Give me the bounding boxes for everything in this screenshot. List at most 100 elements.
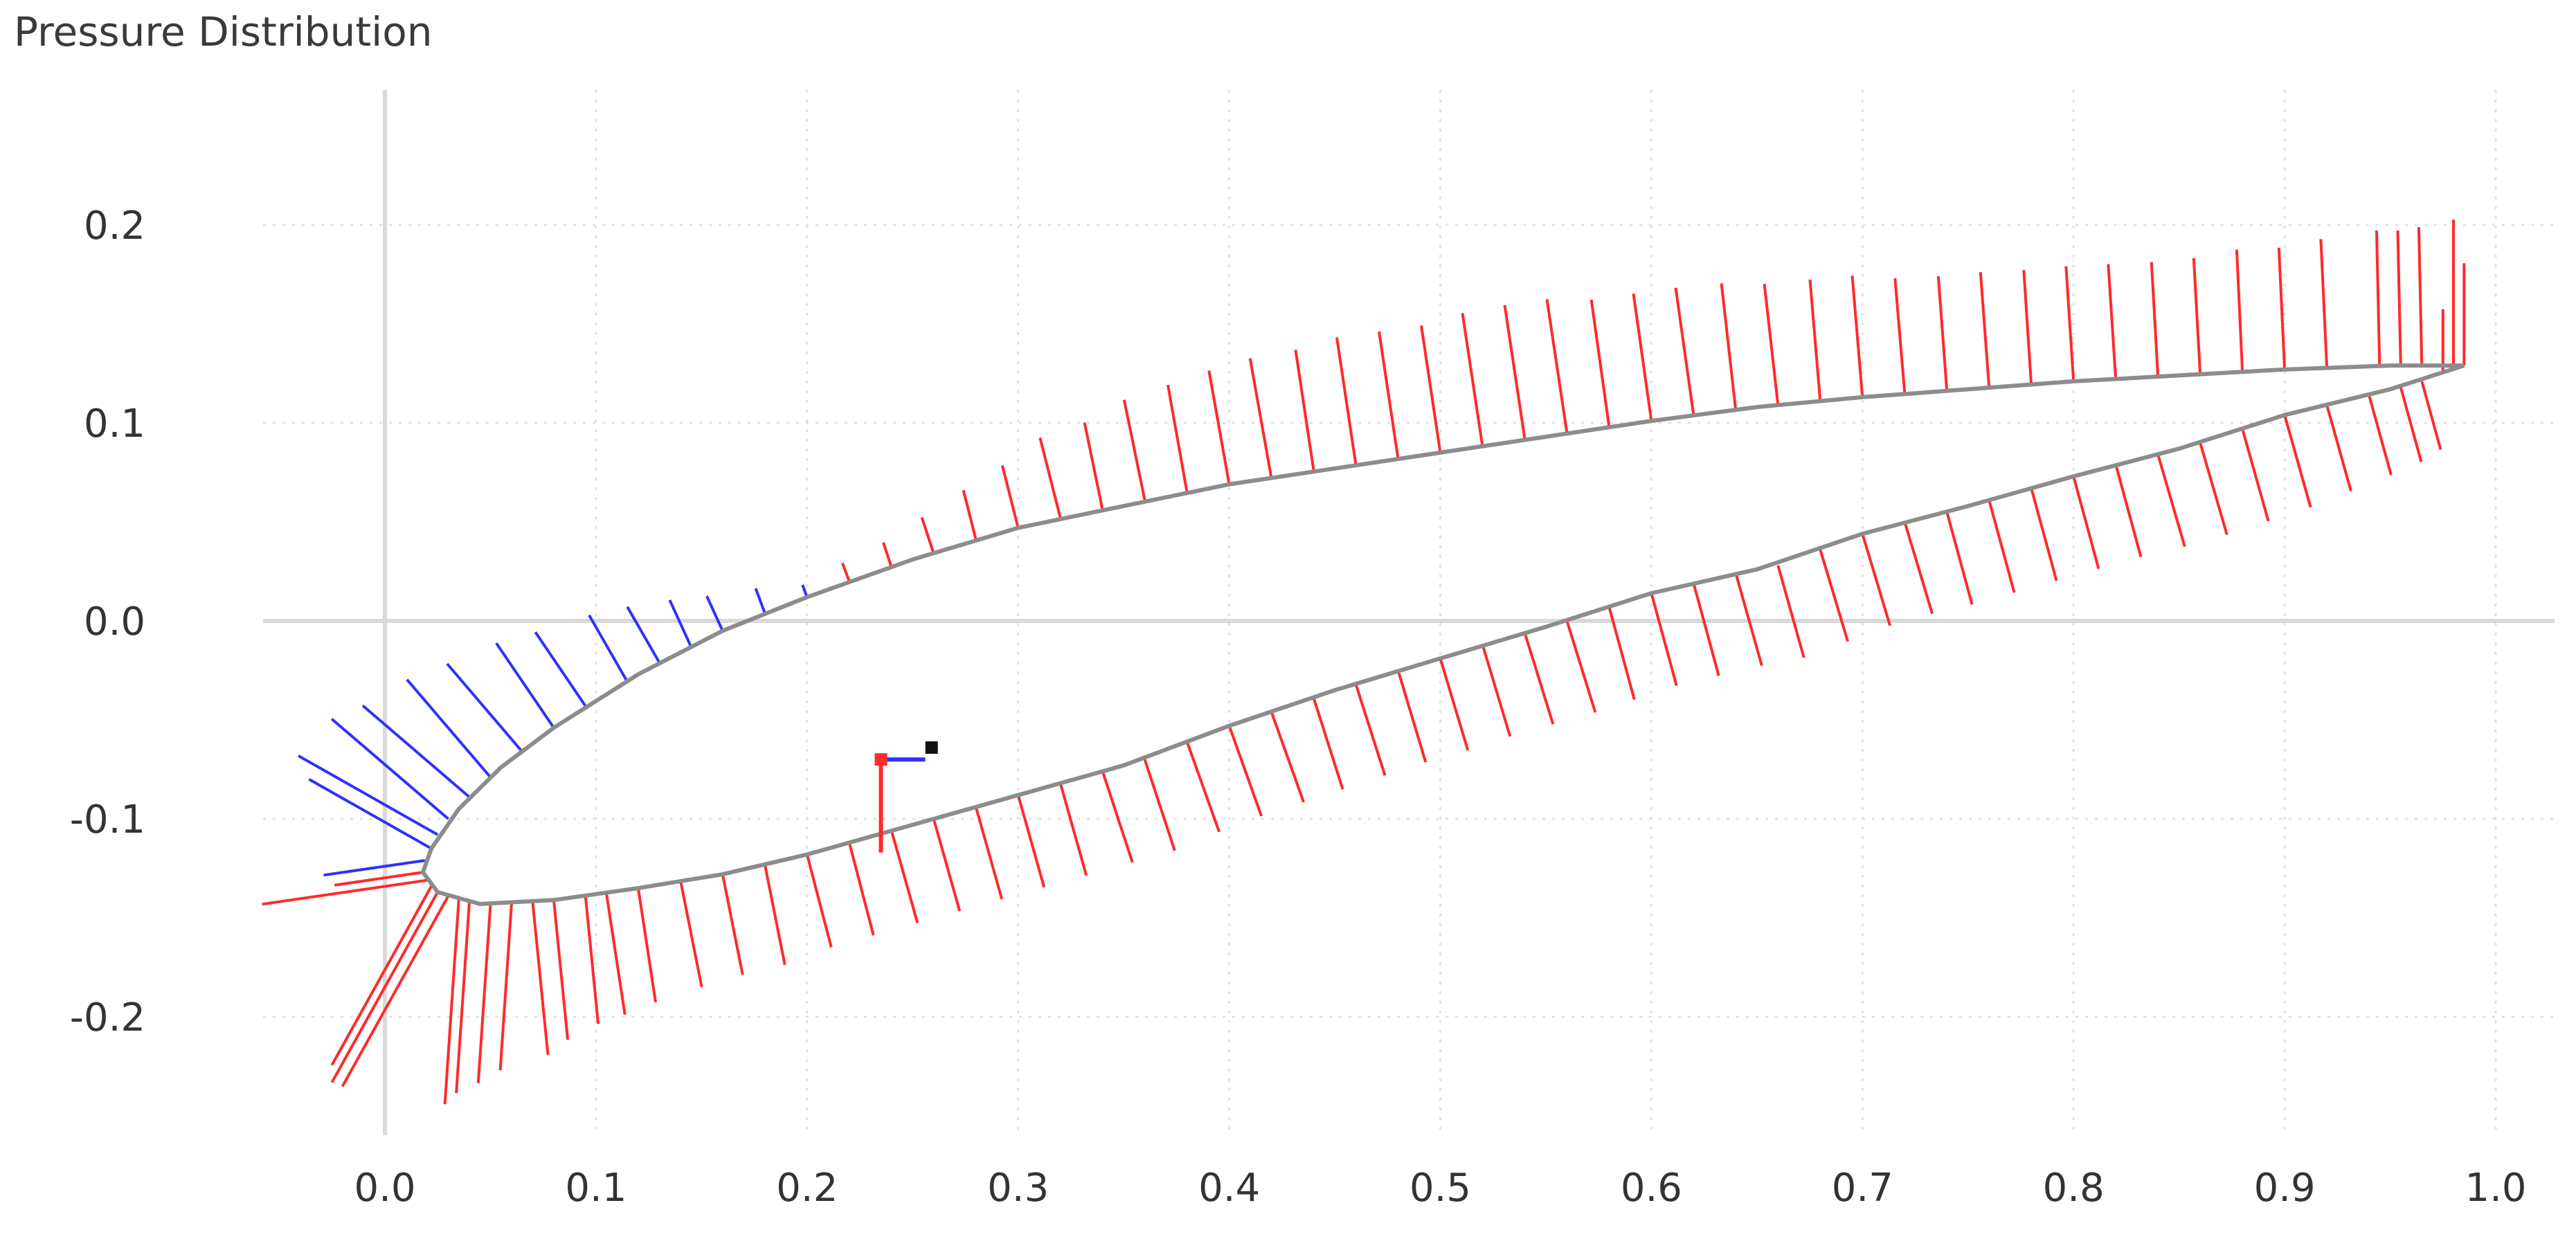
pressure-vector	[754, 588, 766, 614]
pressure-vector	[1861, 533, 1892, 626]
pressure-vector-layer	[262, 219, 2466, 1105]
airfoil-outline	[420, 363, 2465, 906]
pressure-vector	[1396, 669, 1427, 763]
axis-layer	[263, 90, 2555, 1135]
pressure-vector	[1734, 572, 1763, 667]
pressure-vector	[2375, 230, 2381, 366]
pressure-vector	[1607, 606, 1636, 700]
x-tick-label: 0.4	[1198, 1166, 1260, 1211]
pressure-vector	[1589, 299, 1611, 427]
y-tick-label: 0.0	[84, 599, 145, 644]
pressure-vector	[2199, 442, 2228, 536]
pressure-vector	[330, 885, 433, 1066]
pressure-vector	[847, 842, 875, 936]
pressure-vector	[1420, 325, 1442, 453]
pressure-vector	[668, 599, 692, 648]
y-tick-label: 0.1	[84, 401, 145, 446]
pressure-vector	[1000, 465, 1020, 529]
pressure-vector	[1503, 305, 1526, 440]
pressure-vector	[1439, 658, 1470, 751]
pressure-vector	[626, 606, 661, 664]
pressure-vector	[1979, 272, 1991, 388]
pressure-vector	[678, 880, 703, 988]
pressure-vector	[2325, 404, 2352, 491]
pressure-vector	[446, 662, 523, 753]
pressure-vector	[2022, 270, 2033, 386]
pressure-vector	[1523, 632, 1555, 725]
pressure-vector	[361, 704, 471, 799]
pressure-vector	[1101, 770, 1134, 863]
pressure-vector	[1354, 683, 1387, 777]
pressure-vector	[308, 778, 433, 850]
pressure-vector	[1248, 358, 1273, 479]
pressure-vector	[1143, 759, 1176, 851]
reference-point-marker	[925, 741, 938, 754]
pressure-vector	[1167, 384, 1189, 493]
center-of-pressure-marker	[874, 753, 888, 766]
pressure-vector	[721, 874, 744, 975]
pressure-vector	[531, 901, 550, 1055]
pressure-vector	[298, 754, 439, 836]
y-tick-label: -0.1	[70, 797, 145, 842]
pressure-vector	[1776, 565, 1805, 658]
pressure-vector	[2399, 386, 2423, 462]
x-tick-label: 0.3	[987, 1166, 1049, 1211]
pressure-vector	[2241, 428, 2270, 522]
pressure-vector	[2319, 239, 2329, 368]
pressure-vector	[2417, 227, 2424, 366]
pressure-vector	[2420, 381, 2442, 451]
pressure-vector	[2072, 476, 2100, 570]
x-tick-label: 0.7	[1832, 1166, 1893, 1211]
pressure-vector	[1565, 620, 1597, 713]
pressure-vector	[2156, 454, 2186, 548]
y-tick-label: -0.2	[70, 995, 145, 1040]
pressure-vector	[262, 878, 428, 906]
pressure-vector	[1335, 337, 1358, 465]
pressure-vector	[1819, 549, 1850, 642]
pressure-vector	[2396, 230, 2402, 366]
pressure-vector	[1270, 711, 1305, 803]
pressure-vector	[1545, 299, 1569, 433]
pressure-vector	[932, 818, 962, 912]
pressure-vector	[2283, 415, 2312, 508]
y-tick-label: 0.2	[84, 204, 145, 248]
x-tick-label: 0.8	[2043, 1166, 2105, 1211]
pressure-vector	[330, 718, 449, 820]
pressure-vector	[1903, 521, 1934, 615]
pressure-vector	[2114, 464, 2143, 558]
pressure-vector	[1945, 512, 1974, 605]
pressure-vector	[1988, 499, 2016, 593]
pressure-vector	[495, 642, 555, 729]
panel-title: Pressure Distribution	[14, 8, 433, 55]
pressure-vector	[406, 678, 492, 779]
pressure-vector	[1059, 782, 1088, 876]
pressure-vector	[801, 584, 809, 598]
pressure-vector	[584, 896, 600, 1024]
pressure-vector	[552, 900, 570, 1040]
pressure-vector	[1122, 399, 1146, 500]
pressure-vector	[962, 489, 978, 541]
pressure-vector	[763, 864, 786, 966]
pressure-vector	[1692, 583, 1720, 676]
pressure-vector	[882, 542, 893, 568]
pressure-vector	[2030, 487, 2058, 581]
pressure-vector	[330, 891, 439, 1083]
pressure-vector	[1083, 422, 1104, 511]
pressure-vector	[334, 871, 424, 887]
x-tick-label: 0.1	[565, 1166, 627, 1211]
pressure-vector	[1294, 350, 1315, 471]
force-marker-layer	[874, 741, 938, 853]
pressure-vector	[1850, 275, 1864, 397]
pressure-vector	[1227, 725, 1263, 817]
pressure-vector	[890, 830, 919, 923]
pressure-vector	[2235, 249, 2244, 372]
pressure-vector	[1185, 741, 1221, 833]
x-tick-label: 0.2	[776, 1166, 838, 1211]
pressure-vector	[1763, 283, 1780, 406]
pressure-vector	[1038, 437, 1062, 518]
pressure-vector	[2107, 264, 2118, 380]
pressure-vector	[1808, 279, 1822, 401]
pressure-vector	[323, 859, 426, 877]
pressure-vector	[2277, 247, 2287, 370]
